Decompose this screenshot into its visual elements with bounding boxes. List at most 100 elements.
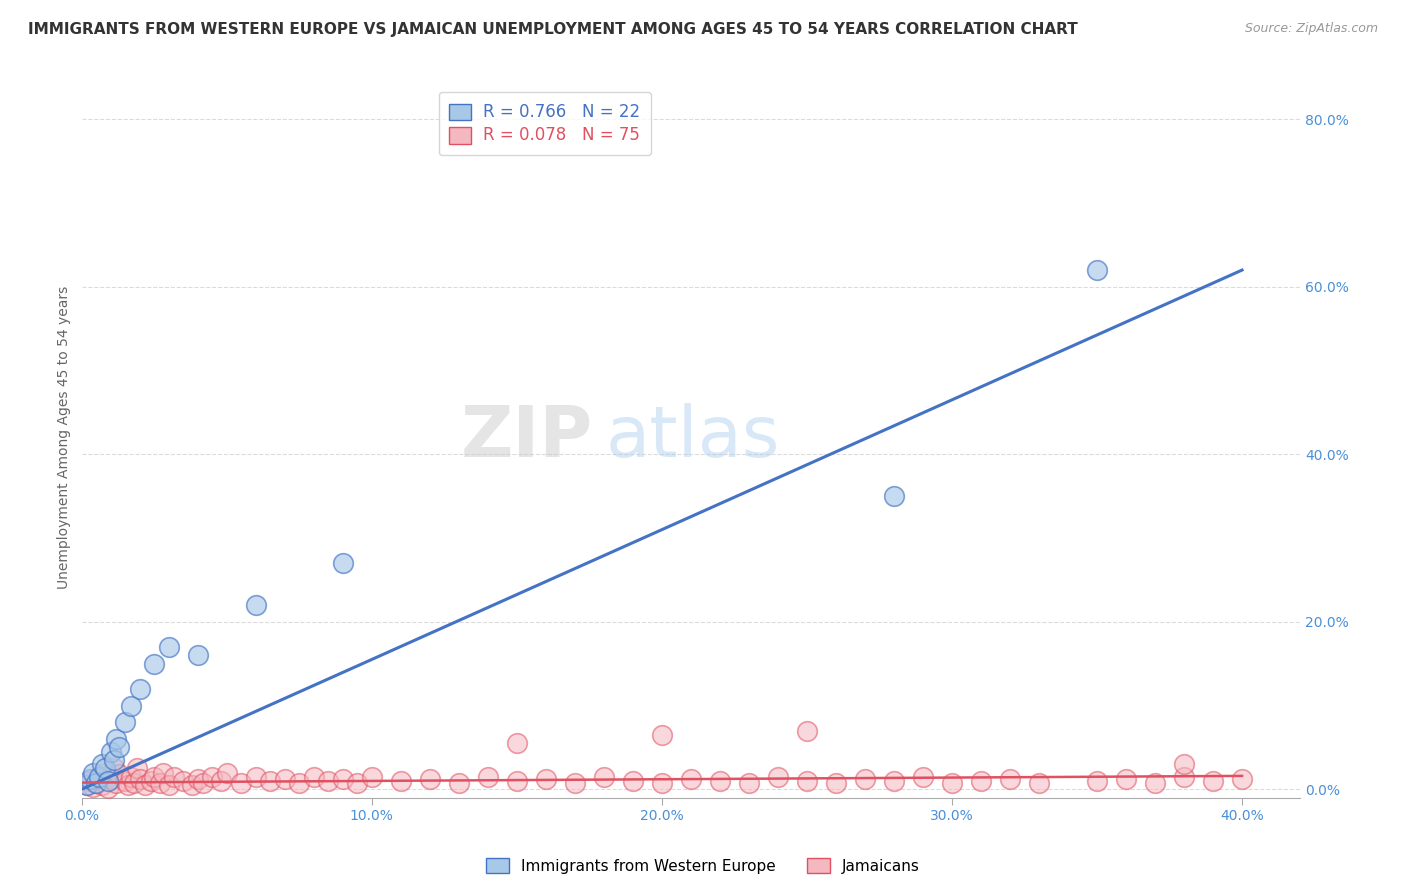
Y-axis label: Unemployment Among Ages 45 to 54 years: Unemployment Among Ages 45 to 54 years xyxy=(58,286,72,590)
Point xyxy=(302,770,325,784)
Point xyxy=(679,772,702,787)
Point xyxy=(128,681,150,696)
Point xyxy=(419,772,441,787)
Point xyxy=(332,772,354,787)
Point xyxy=(245,770,267,784)
Point xyxy=(79,772,101,787)
Point xyxy=(738,775,761,789)
Point xyxy=(125,761,148,775)
Point xyxy=(120,770,142,784)
Point xyxy=(288,775,311,789)
Point xyxy=(651,728,673,742)
Point xyxy=(76,778,98,792)
Point xyxy=(152,765,174,780)
Point xyxy=(1202,773,1225,788)
Point xyxy=(157,778,180,792)
Point xyxy=(506,773,529,788)
Point xyxy=(209,773,232,788)
Point xyxy=(477,770,499,784)
Point xyxy=(1028,775,1050,789)
Point xyxy=(97,780,120,795)
Point xyxy=(1143,775,1166,789)
Point xyxy=(883,489,905,503)
Point xyxy=(564,775,586,789)
Text: ZIP: ZIP xyxy=(461,403,593,472)
Point xyxy=(534,772,557,787)
Point xyxy=(122,775,145,789)
Point xyxy=(87,770,110,784)
Point xyxy=(120,698,142,713)
Point xyxy=(1085,773,1108,788)
Point xyxy=(201,770,224,784)
Point xyxy=(108,740,131,755)
Point xyxy=(1085,263,1108,277)
Point xyxy=(143,657,166,671)
Point xyxy=(447,775,470,789)
Point xyxy=(259,773,281,788)
Point xyxy=(84,775,107,789)
Point xyxy=(389,773,412,788)
Point xyxy=(105,732,128,747)
Legend: R = 0.766   N = 22, R = 0.078   N = 75: R = 0.766 N = 22, R = 0.078 N = 75 xyxy=(439,92,651,155)
Point xyxy=(82,765,104,780)
Text: atlas: atlas xyxy=(606,403,780,472)
Point xyxy=(215,765,238,780)
Point xyxy=(94,765,117,780)
Point xyxy=(114,715,136,730)
Point xyxy=(187,648,209,663)
Point xyxy=(157,640,180,654)
Point xyxy=(709,773,731,788)
Point xyxy=(172,773,194,788)
Point xyxy=(193,775,215,789)
Point xyxy=(1230,772,1253,787)
Point xyxy=(141,773,163,788)
Text: Source: ZipAtlas.com: Source: ZipAtlas.com xyxy=(1244,22,1378,36)
Point xyxy=(103,753,125,767)
Point xyxy=(187,772,209,787)
Point xyxy=(90,757,112,772)
Point xyxy=(883,773,905,788)
Point xyxy=(117,778,139,792)
Point xyxy=(332,556,354,570)
Point xyxy=(911,770,934,784)
Point xyxy=(1115,772,1137,787)
Point xyxy=(84,775,107,789)
Point xyxy=(97,773,120,788)
Point xyxy=(853,772,876,787)
Point xyxy=(231,775,253,789)
Point xyxy=(108,767,131,781)
Text: IMMIGRANTS FROM WESTERN EUROPE VS JAMAICAN UNEMPLOYMENT AMONG AGES 45 TO 54 YEAR: IMMIGRANTS FROM WESTERN EUROPE VS JAMAIC… xyxy=(28,22,1078,37)
Point xyxy=(360,770,382,784)
Point xyxy=(970,773,993,788)
Point xyxy=(941,775,963,789)
Point xyxy=(163,770,186,784)
Point xyxy=(180,778,202,792)
Point xyxy=(82,780,104,794)
Point xyxy=(998,772,1021,787)
Point xyxy=(796,723,818,738)
Point xyxy=(592,770,614,784)
Point xyxy=(87,770,110,784)
Point xyxy=(1173,770,1195,784)
Point xyxy=(149,775,172,789)
Point xyxy=(766,770,789,784)
Point xyxy=(100,745,122,759)
Point xyxy=(100,772,122,787)
Point xyxy=(128,772,150,787)
Point xyxy=(114,773,136,788)
Point xyxy=(621,773,644,788)
Point xyxy=(105,775,128,789)
Point xyxy=(316,773,339,788)
Point xyxy=(79,773,101,788)
Point xyxy=(103,761,125,775)
Point xyxy=(76,778,98,792)
Point xyxy=(143,770,166,784)
Point xyxy=(825,775,848,789)
Point xyxy=(506,736,529,750)
Point xyxy=(273,772,295,787)
Point xyxy=(1173,757,1195,772)
Point xyxy=(651,775,673,789)
Point xyxy=(796,773,818,788)
Point xyxy=(134,778,156,792)
Point xyxy=(94,761,117,775)
